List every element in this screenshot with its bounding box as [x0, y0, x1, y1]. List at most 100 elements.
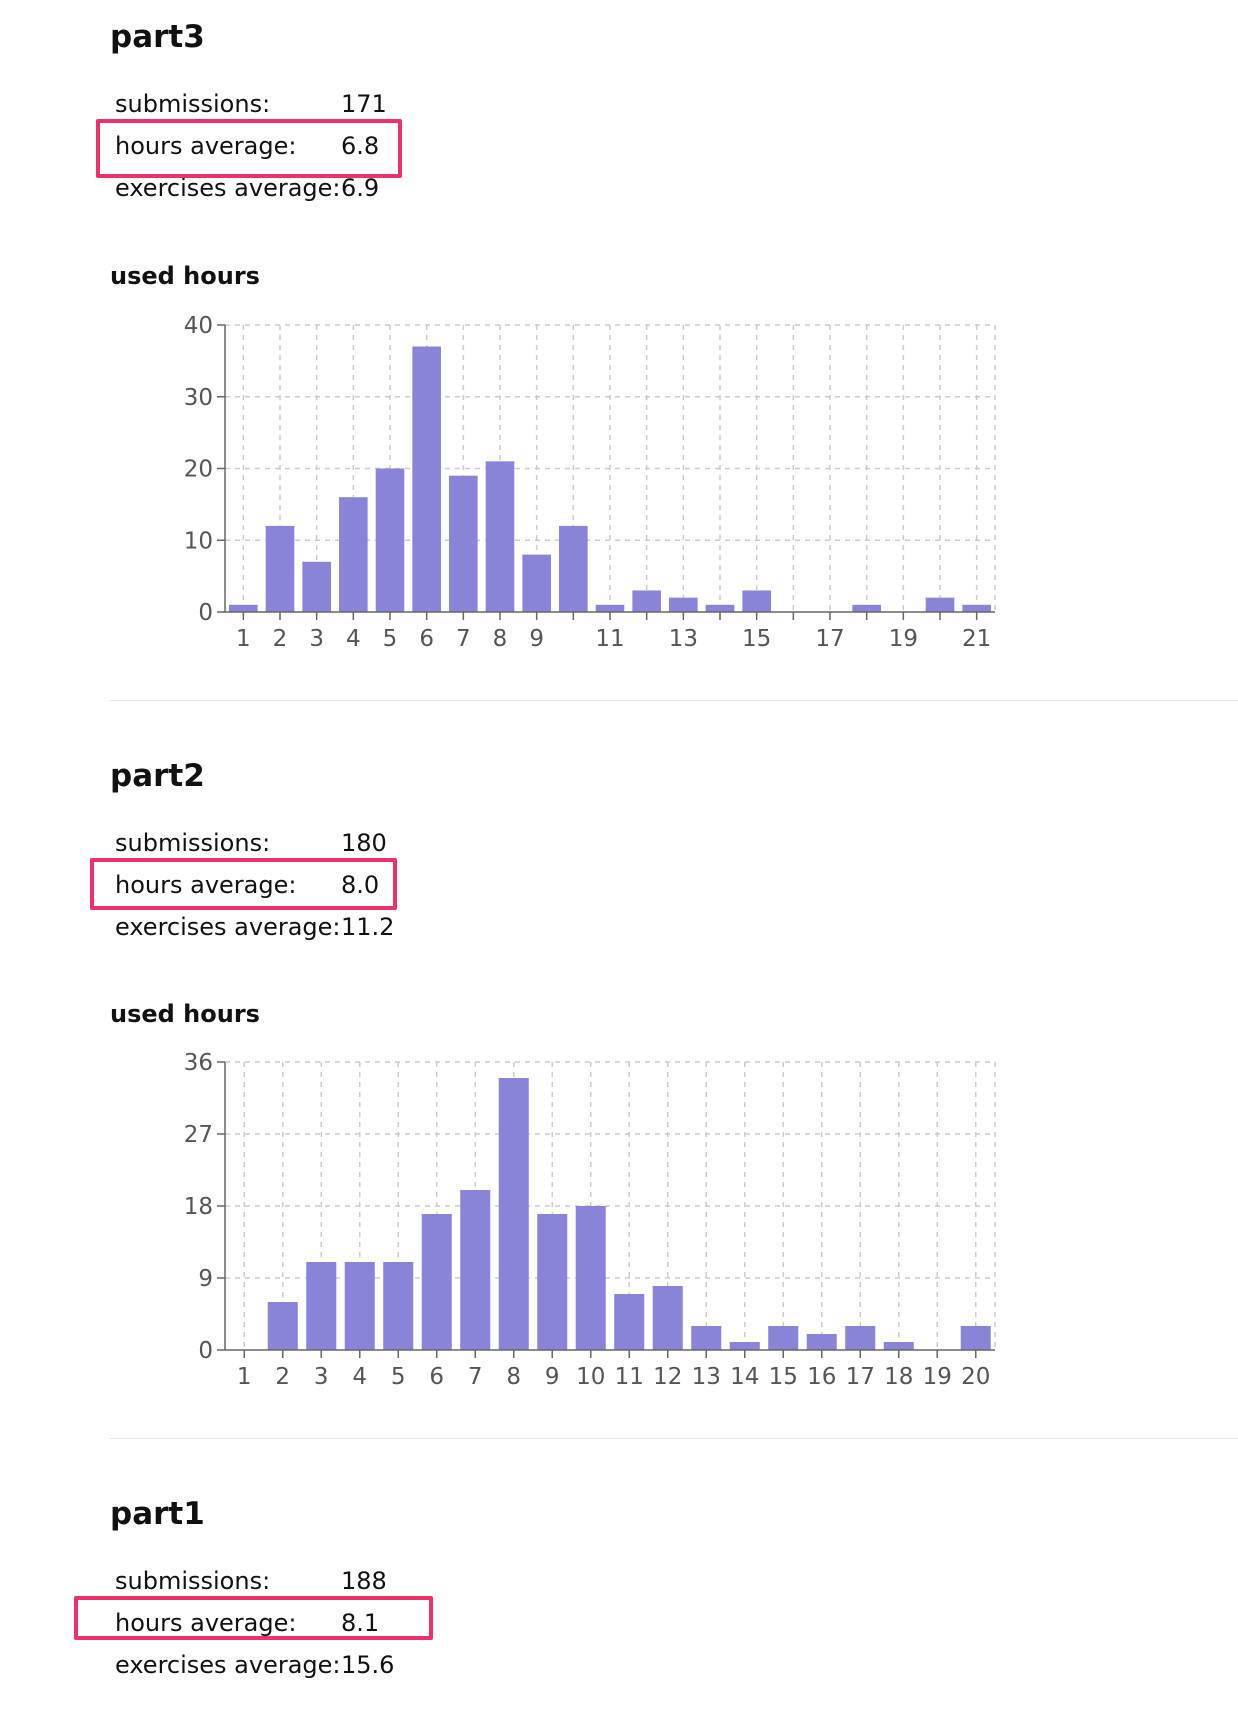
- stat-value: 8.0: [341, 871, 380, 899]
- stat-value: 6.9: [341, 174, 380, 202]
- bar: [883, 1342, 914, 1350]
- x-tick-label: 2: [273, 626, 288, 652]
- used-hours-chart-part3: 0 10 20 30 40 1 2 3 4 5 6 7 8 9 11 13 15 17 19 21: [184, 313, 996, 652]
- stat-label: hours average:: [115, 1609, 297, 1637]
- bar: [691, 1326, 722, 1350]
- bar: [421, 1214, 452, 1350]
- bar: [575, 1206, 606, 1350]
- bar: [412, 346, 441, 612]
- stat-value: 15.6: [341, 1651, 395, 1679]
- x-tick-label: 11: [595, 626, 624, 652]
- stat-label: exercises average:: [115, 1651, 341, 1679]
- x-tick-label: 7: [456, 626, 471, 652]
- bar: [960, 1326, 991, 1350]
- bar: [852, 604, 881, 612]
- chart-title: used hours: [110, 1000, 260, 1028]
- x-tick-label: 5: [391, 1364, 406, 1390]
- bar: [339, 497, 368, 612]
- bar: [522, 554, 551, 612]
- bar: [705, 604, 735, 612]
- bars: [267, 1078, 991, 1350]
- bar: [302, 561, 331, 612]
- x-tick-label: 15: [742, 626, 771, 652]
- chart-title: used hours: [110, 262, 260, 290]
- bar: [344, 1262, 375, 1350]
- x-tick-label: 2: [275, 1364, 290, 1390]
- x-tick-label: 19: [923, 1364, 952, 1390]
- part-title: part1: [110, 1496, 205, 1532]
- y-tick-label: 36: [184, 1050, 213, 1076]
- x-tick-label: 3: [309, 626, 324, 652]
- y-tick-label: 20: [184, 457, 213, 483]
- stat-value: 180: [341, 829, 387, 857]
- x-tick-label: 8: [493, 626, 508, 652]
- x-tick-label: 10: [576, 1364, 605, 1390]
- x-tick-label: 15: [769, 1364, 798, 1390]
- x-tick-label: 8: [506, 1364, 521, 1390]
- bar: [498, 1078, 529, 1350]
- bar: [742, 590, 771, 612]
- bar: [449, 475, 478, 612]
- stat-value: 6.8: [341, 132, 380, 160]
- x-tick-label: 12: [653, 1364, 682, 1390]
- x-tick-label: 9: [529, 626, 544, 652]
- x-tick-label: 11: [615, 1364, 644, 1390]
- x-tick-label: 6: [419, 626, 434, 652]
- bar: [614, 1294, 645, 1350]
- x-tick-label: 17: [846, 1364, 875, 1390]
- bar: [306, 1262, 337, 1350]
- x-tick-label: 14: [730, 1364, 759, 1390]
- stat-value: 188: [341, 1567, 387, 1595]
- x-tick-label: 13: [669, 626, 698, 652]
- x-tick-label: 4: [346, 626, 361, 652]
- bar: [595, 604, 625, 612]
- x-tick-label: 5: [383, 626, 398, 652]
- x-tick-label: 19: [889, 626, 918, 652]
- part-title: part3: [110, 19, 205, 55]
- stat-label: exercises average:: [115, 174, 341, 202]
- bar: [962, 604, 991, 612]
- y-tick-label: 0: [198, 1338, 213, 1364]
- section-divider: [110, 700, 1238, 701]
- bar: [652, 1286, 683, 1350]
- y-tick-label: 27: [184, 1122, 213, 1148]
- stat-label: hours average:: [115, 132, 297, 160]
- bar: [559, 525, 588, 612]
- bar: [485, 461, 515, 612]
- x-tick-label: 21: [962, 626, 991, 652]
- y-tick-label: 9: [198, 1266, 213, 1292]
- bar: [460, 1190, 491, 1350]
- bar: [632, 590, 661, 612]
- stat-label: submissions:: [115, 90, 271, 118]
- x-tick-label: 13: [692, 1364, 721, 1390]
- bar: [537, 1214, 568, 1350]
- bar: [229, 604, 258, 612]
- section-divider: [110, 1438, 1238, 1439]
- bar: [806, 1334, 837, 1350]
- bar: [669, 597, 698, 612]
- bar: [383, 1262, 414, 1350]
- x-tick-label: 9: [545, 1364, 560, 1390]
- y-tick-label: 0: [198, 600, 213, 626]
- bar: [267, 1302, 298, 1350]
- x-tick-label: 4: [352, 1364, 367, 1390]
- x-tick-label: 1: [236, 626, 251, 652]
- x-tick-label: 1: [237, 1364, 252, 1390]
- x-tick-label: 17: [815, 626, 844, 652]
- part-title: part2: [110, 758, 205, 794]
- stat-value: 8.1: [341, 1609, 380, 1637]
- stat-label: exercises average:: [115, 913, 341, 941]
- x-tick-label: 20: [961, 1364, 990, 1390]
- y-tick-label: 10: [184, 528, 213, 554]
- y-tick-label: 30: [184, 385, 213, 411]
- bar: [768, 1326, 799, 1350]
- bar: [265, 525, 295, 612]
- x-tick-label: 3: [314, 1364, 329, 1390]
- x-tick-label: 7: [468, 1364, 483, 1390]
- stat-label: hours average:: [115, 871, 297, 899]
- x-tick-label: 16: [807, 1364, 836, 1390]
- x-tick-label: 6: [429, 1364, 444, 1390]
- bar: [375, 468, 405, 612]
- y-tick-label: 18: [184, 1194, 213, 1220]
